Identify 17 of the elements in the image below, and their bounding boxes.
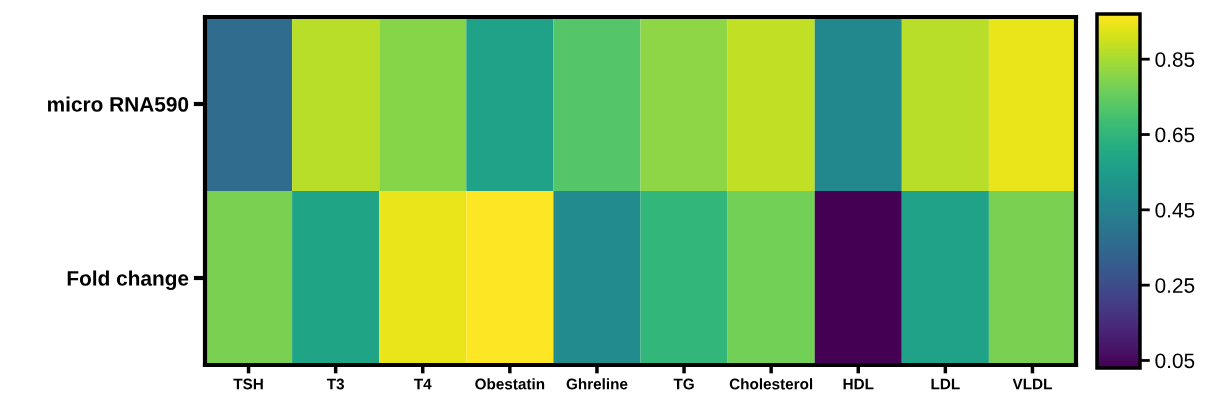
x-tick-label: Cholesterol: [729, 378, 813, 390]
x-tick-label: TG: [673, 378, 694, 390]
x-tick-label: Ghreline: [566, 378, 628, 390]
x-tick-label: Obestatin: [475, 378, 545, 390]
color-bar-label: 0.45: [1155, 202, 1195, 218]
x-tick-label: TSH: [233, 378, 263, 390]
x-tick-label: VLDL: [1012, 378, 1052, 390]
x-tick-label: T4: [414, 378, 432, 390]
x-tick-label: LDL: [931, 378, 960, 390]
y-tick-label: Fold change: [67, 270, 189, 290]
color-bar-label: 0.65: [1155, 127, 1195, 143]
x-tick-label: T3: [326, 378, 345, 390]
color-bar-label: 0.25: [1155, 278, 1195, 293]
color-bar-label: 0.05: [1155, 353, 1195, 369]
y-tick-label: micro RNA590: [47, 96, 189, 112]
x-tick-label: HDL: [843, 378, 874, 390]
color-bar-label: 0.85: [1155, 52, 1195, 67]
